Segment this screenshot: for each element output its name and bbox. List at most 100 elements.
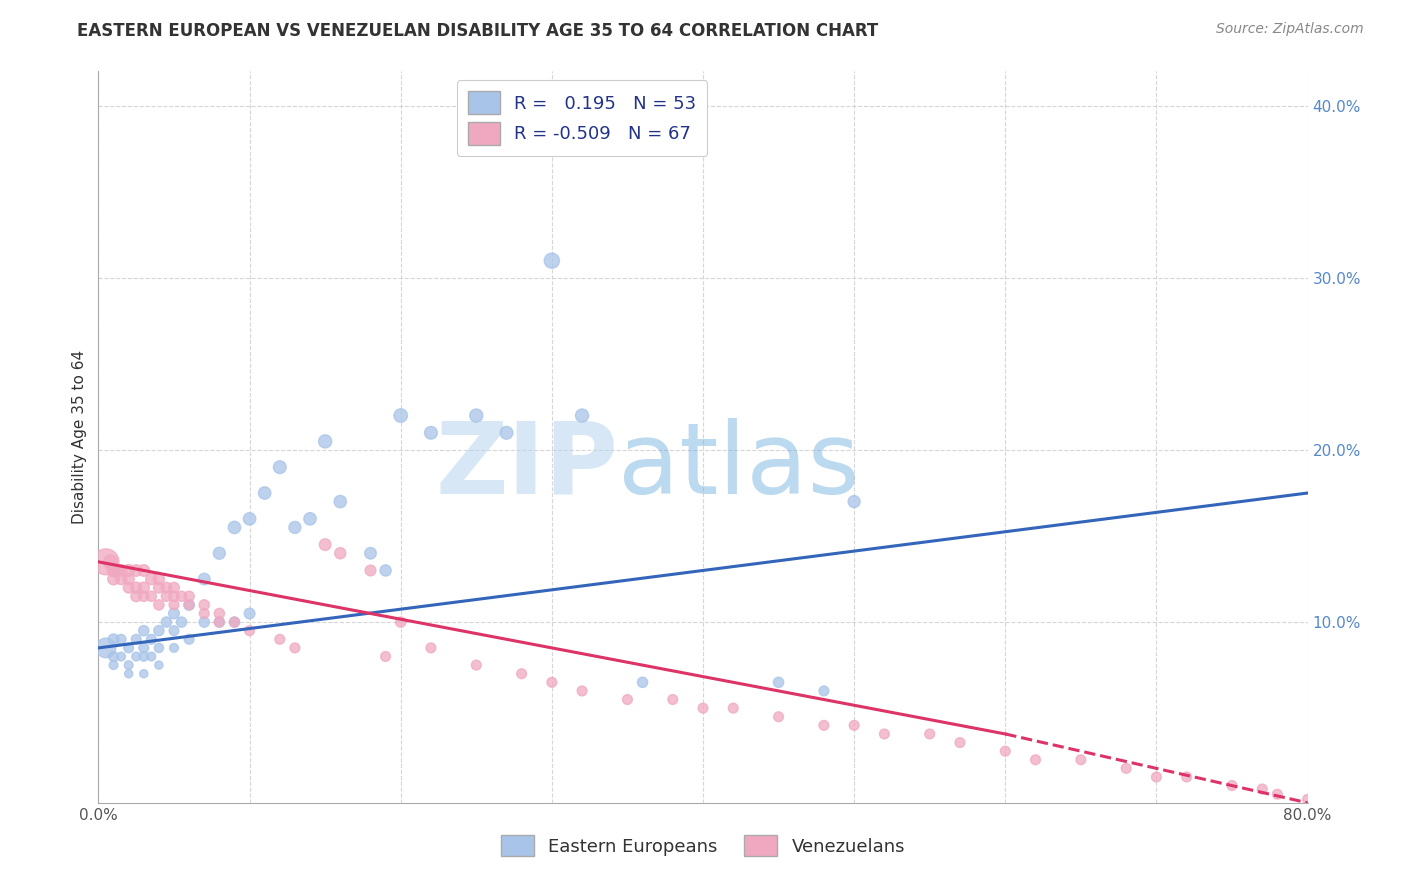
Point: [314, 434, 336, 449]
Point: [495, 425, 517, 440]
Point: [239, 512, 262, 526]
Point: [125, 564, 148, 578]
Point: [284, 520, 307, 534]
Point: [314, 538, 336, 552]
Point: [163, 607, 186, 621]
Legend: Eastern Europeans, Venezuelans: Eastern Europeans, Venezuelans: [494, 828, 912, 863]
Point: [94, 555, 117, 569]
Point: [118, 564, 141, 578]
Point: [179, 589, 201, 603]
Point: [155, 581, 177, 595]
Point: [118, 581, 141, 595]
Point: [420, 640, 443, 655]
Point: [374, 649, 396, 664]
Point: [420, 425, 443, 440]
Point: [163, 598, 186, 612]
Point: [170, 589, 193, 603]
Point: [1251, 782, 1274, 797]
Point: [918, 727, 941, 741]
Point: [844, 494, 866, 508]
Point: [179, 598, 201, 612]
Point: [661, 692, 683, 706]
Point: [540, 253, 562, 268]
Point: [768, 710, 790, 724]
Point: [208, 615, 231, 629]
Point: [571, 684, 593, 698]
Point: [1175, 770, 1198, 784]
Point: [103, 572, 125, 586]
Point: [224, 615, 246, 629]
Point: [94, 640, 117, 655]
Point: [125, 632, 148, 647]
Point: [132, 649, 155, 664]
Point: [813, 684, 835, 698]
Point: [163, 581, 186, 595]
Point: [465, 409, 488, 423]
Point: [208, 607, 231, 621]
Point: [465, 658, 488, 673]
Point: [118, 572, 141, 586]
Point: [360, 546, 382, 560]
Point: [949, 735, 972, 749]
Point: [125, 649, 148, 664]
Point: [125, 589, 148, 603]
Point: [269, 460, 291, 475]
Point: [148, 581, 170, 595]
Point: [844, 718, 866, 732]
Point: [110, 649, 132, 664]
Point: [132, 640, 155, 655]
Point: [374, 564, 396, 578]
Point: [193, 615, 215, 629]
Point: [193, 572, 215, 586]
Point: [1070, 753, 1092, 767]
Point: [1220, 779, 1243, 793]
Point: [813, 718, 835, 732]
Point: [179, 598, 201, 612]
Point: [110, 564, 132, 578]
Point: [103, 632, 125, 647]
Point: [148, 572, 170, 586]
Point: [873, 727, 896, 741]
Point: [132, 666, 155, 681]
Point: [118, 640, 141, 655]
Point: [103, 658, 125, 673]
Point: [132, 564, 155, 578]
Point: [148, 624, 170, 638]
Point: [132, 589, 155, 603]
Text: EASTERN EUROPEAN VS VENEZUELAN DISABILITY AGE 35 TO 64 CORRELATION CHART: EASTERN EUROPEAN VS VENEZUELAN DISABILIT…: [77, 22, 879, 40]
Point: [118, 658, 141, 673]
Point: [141, 572, 163, 586]
Point: [148, 640, 170, 655]
Point: [224, 615, 246, 629]
Point: [1144, 770, 1167, 784]
Point: [224, 520, 246, 534]
Point: [208, 615, 231, 629]
Point: [141, 589, 163, 603]
Point: [110, 632, 132, 647]
Point: [163, 640, 186, 655]
Point: [1024, 753, 1046, 767]
Text: atlas: atlas: [619, 417, 860, 515]
Point: [163, 589, 186, 603]
Point: [239, 607, 262, 621]
Point: [329, 494, 352, 508]
Point: [170, 615, 193, 629]
Point: [179, 632, 201, 647]
Point: [105, 564, 128, 578]
Point: [768, 675, 790, 690]
Point: [100, 555, 122, 569]
Point: [103, 564, 125, 578]
Point: [1115, 761, 1137, 775]
Point: [571, 409, 593, 423]
Point: [284, 640, 307, 655]
Point: [692, 701, 714, 715]
Text: Source: ZipAtlas.com: Source: ZipAtlas.com: [1216, 22, 1364, 37]
Point: [360, 564, 382, 578]
Point: [540, 675, 562, 690]
Point: [155, 615, 177, 629]
Y-axis label: Disability Age 35 to 64: Disability Age 35 to 64: [72, 350, 87, 524]
Point: [141, 649, 163, 664]
Point: [208, 546, 231, 560]
Point: [193, 607, 215, 621]
Point: [389, 409, 412, 423]
